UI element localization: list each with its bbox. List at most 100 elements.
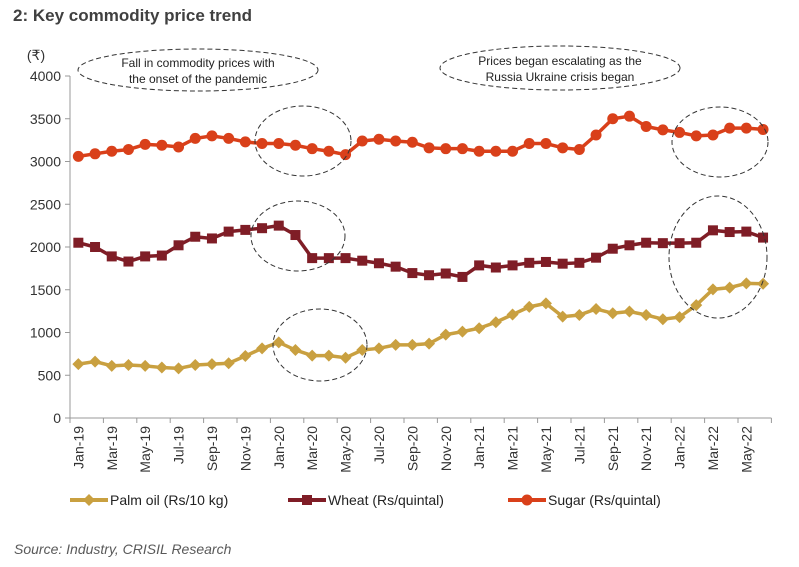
data-point	[123, 256, 134, 267]
data-point	[674, 126, 686, 138]
data-point	[356, 344, 369, 357]
data-point	[406, 136, 418, 148]
data-point	[557, 142, 569, 154]
x-tick-label: May-19	[137, 426, 153, 473]
series-line	[77, 223, 764, 279]
annotation-circle	[254, 105, 352, 177]
source-note: Source: Industry, CRISIL Research	[14, 541, 232, 557]
x-tick-label: Jan-19	[70, 426, 86, 469]
data-point	[690, 299, 703, 312]
y-tick-label: 500	[38, 367, 62, 383]
data-point	[322, 349, 335, 362]
data-point	[573, 144, 585, 156]
data-point	[590, 129, 602, 141]
y-tick-label: 2000	[30, 239, 61, 255]
data-point	[607, 113, 619, 125]
data-point	[590, 302, 603, 315]
data-point	[606, 307, 619, 320]
data-point	[373, 258, 384, 269]
data-point	[457, 271, 468, 282]
data-point	[139, 359, 152, 372]
x-tick-label: Jan-22	[672, 426, 688, 469]
data-point	[356, 135, 368, 147]
data-point	[357, 255, 368, 266]
data-point	[72, 358, 85, 371]
data-point	[473, 322, 486, 335]
y-tick-label: 3500	[30, 111, 61, 127]
annotation-circle	[250, 200, 346, 272]
data-point	[456, 325, 469, 338]
data-point	[489, 316, 502, 329]
data-point	[289, 344, 302, 357]
x-tick-label: Jul-19	[171, 426, 187, 464]
annotation-text: Russia Ukraine crisis began	[486, 70, 635, 84]
data-point	[523, 300, 536, 313]
data-point	[223, 132, 235, 144]
annotation-bubble	[77, 48, 319, 92]
data-point	[440, 143, 452, 155]
data-point	[340, 253, 351, 264]
series-diamond	[72, 277, 770, 375]
data-point	[707, 225, 718, 236]
data-point	[106, 145, 118, 157]
data-point	[474, 260, 485, 271]
data-point	[155, 361, 168, 374]
data-point	[723, 281, 736, 294]
annotation-text: Fall in commodity prices with	[121, 56, 274, 70]
data-point	[272, 336, 285, 349]
x-tick-label: Sep-19	[204, 426, 220, 471]
data-point	[741, 226, 752, 237]
data-point	[623, 110, 635, 122]
x-tick-label: Mar-21	[505, 426, 521, 471]
data-point	[256, 138, 268, 150]
y-axis-label: (₹)	[27, 47, 45, 63]
legend-label: Wheat (Rs/quintal)	[328, 492, 444, 508]
data-point	[706, 283, 719, 296]
data-point	[521, 494, 533, 506]
data-point	[189, 358, 202, 371]
y-tick-label: 2500	[30, 196, 61, 212]
data-point	[539, 297, 552, 310]
data-point	[240, 224, 251, 235]
data-point	[105, 359, 118, 372]
data-point	[190, 231, 201, 242]
y-tick-label: 3000	[30, 154, 61, 170]
data-point	[156, 250, 167, 261]
data-point	[624, 240, 635, 251]
x-tick-label: Nov-19	[237, 426, 253, 471]
data-point	[390, 261, 401, 272]
data-point	[323, 253, 334, 264]
data-point	[289, 139, 301, 151]
data-point	[540, 256, 551, 267]
annotation-bubble	[439, 45, 681, 91]
data-point	[740, 122, 752, 134]
data-point	[557, 258, 568, 269]
x-tick-label: Sep-21	[605, 426, 621, 471]
y-tick-label: 4000	[30, 68, 61, 84]
data-point	[189, 132, 201, 144]
data-point	[256, 342, 269, 355]
data-point	[139, 138, 151, 150]
data-point	[89, 355, 102, 368]
data-point	[205, 358, 218, 371]
data-point	[339, 351, 352, 364]
x-tick-label: Mar-22	[705, 426, 721, 471]
data-point	[490, 145, 502, 157]
data-point	[406, 338, 419, 351]
data-point	[373, 133, 385, 145]
annotation-circle	[272, 308, 368, 382]
series-circle	[72, 110, 769, 162]
data-point	[257, 223, 268, 234]
series-line	[78, 281, 764, 371]
y-tick-label: 1500	[30, 282, 61, 298]
data-point	[83, 494, 95, 506]
data-point	[173, 141, 185, 153]
data-point	[156, 139, 168, 151]
data-point	[73, 237, 84, 248]
legend-item: Palm oil (Rs/10 kg)	[70, 492, 228, 508]
data-point	[290, 230, 301, 241]
data-point	[440, 268, 451, 279]
data-point	[106, 251, 117, 262]
data-point	[173, 240, 184, 251]
data-point	[574, 257, 585, 268]
